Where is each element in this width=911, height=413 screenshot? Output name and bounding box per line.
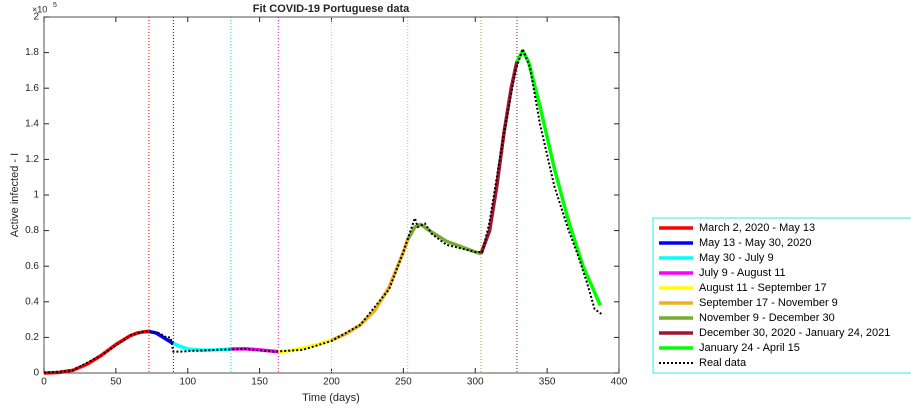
legend-label: September 17 - November 9 [699, 297, 838, 309]
x-tick-label: 150 [251, 377, 268, 388]
x-axis-label: Time (days) [302, 392, 360, 404]
legend-label: March 2, 2020 - May 13 [699, 222, 815, 234]
y-tick-label: 1.4 [25, 118, 39, 129]
x-tick-label: 200 [323, 377, 340, 388]
x-tick-label: 50 [110, 377, 122, 388]
x-tick-label: 400 [611, 377, 628, 388]
y-exponent-power: 5 [53, 2, 57, 9]
legend-label: January 24 - April 15 [699, 342, 800, 354]
y-tick-label: 0.6 [25, 261, 39, 272]
series-line [515, 49, 602, 307]
x-tick-label: 300 [467, 377, 484, 388]
legend-label: July 9 - August 11 [699, 267, 786, 279]
y-tick-label: 2 [33, 12, 39, 23]
axes-box [43, 16, 620, 374]
y-tick-label: 1 [33, 190, 39, 201]
y-tick-label: 0.4 [25, 296, 39, 307]
y-tick-label: 1.6 [25, 83, 39, 94]
x-tick-label: 350 [539, 377, 556, 388]
x-tick-label: 0 [41, 377, 47, 388]
legend-label: Real data [699, 357, 747, 369]
series-line [479, 61, 519, 255]
series-line [406, 222, 482, 256]
x-tick-label: 100 [179, 377, 196, 388]
legend-label: August 11 - September 17 [699, 282, 827, 294]
y-tick-label: 0.2 [25, 332, 39, 343]
x-tick-label: 250 [395, 377, 412, 388]
legend-label: May 30 - July 9 [699, 252, 774, 264]
legend-label: November 9 - December 30 [699, 312, 835, 324]
y-exponent-base: ×10 [32, 4, 47, 14]
legend-box [652, 217, 911, 374]
series-line [172, 342, 231, 352]
y-tick-label: 0.8 [25, 225, 39, 236]
y-axis-label: Active infected - I [9, 153, 21, 237]
chart-title: Fit COVID-19 Portuguese data [253, 3, 410, 15]
y-tick-label: 1.8 [25, 47, 39, 58]
y-tick-label: 0 [33, 368, 39, 379]
legend-label: December 30, 2020 - January 24, 2021 [699, 327, 890, 339]
legend-label: May 13 - May 30, 2020 [699, 237, 812, 249]
series-line [43, 48, 603, 374]
y-tick-label: 1.2 [25, 154, 39, 165]
